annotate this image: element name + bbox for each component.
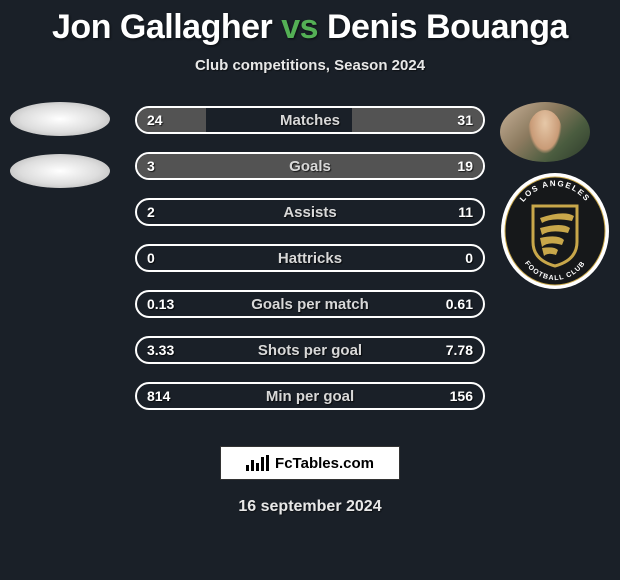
stat-label: Goals per match [137,292,483,316]
brand-prefix: Fc [275,455,293,472]
stat-value-left: 0.13 [137,292,184,316]
subtitle: Club competitions, Season 2024 [0,57,620,74]
vs-label: vs [281,8,318,46]
player2-club-badge: LOS ANGELES FOOTBALL CLUB [500,172,610,290]
stat-label: Min per goal [137,384,483,408]
stat-row: 2 11Assists [135,198,485,226]
stat-row: 319Goals [135,152,485,180]
brand-suffix: Tables.com [293,455,374,472]
date-label: 16 september 2024 [0,498,620,516]
stat-bars: 2431Matches319Goals211Assists00Hattricks… [135,106,485,428]
stat-value-left: 24 [137,108,173,132]
stat-row: 2431Matches [135,106,485,134]
player1-name: Jon Gallagher [52,8,272,46]
chart-icon [246,455,269,471]
stat-value-left: 0 [137,246,165,270]
stat-fill-right [179,154,483,178]
right-avatars: LOS ANGELES FOOTBALL CLUB [500,102,610,290]
stat-value-left: 3.33 [137,338,184,362]
stat-value-right: 0 [455,246,483,270]
stat-label: Assists [137,200,483,224]
brand-logo: FcTables.com [220,446,400,480]
stat-value-right: 156 [440,384,483,408]
stat-value-right: 7.78 [436,338,483,362]
player1-avatar-placeholder [10,102,110,136]
stat-value-right: 31 [447,108,483,132]
stat-value-right: 0.61 [436,292,483,316]
stat-value-left: 3 [137,154,165,178]
stat-row: 0 0Hattricks [135,244,485,272]
stat-label: Shots per goal [137,338,483,362]
stat-label: Hattricks [137,246,483,270]
stat-value-left: 814 [137,384,180,408]
stat-value-right: 19 [447,154,483,178]
comparison-content: LOS ANGELES FOOTBALL CLUB 2431Matches319… [0,106,620,428]
stat-value-left: 2 [137,200,165,224]
left-avatars [10,102,110,206]
stat-row: 3.33 7.78Shots per goal [135,336,485,364]
player2-avatar [500,102,590,162]
stat-row: 814 156Min per goal [135,382,485,410]
stat-value-right: 11 [448,200,483,224]
player2-name: Denis Bouanga [327,8,568,46]
stat-row: 0.13 0.61Goals per match [135,290,485,318]
page-title: Jon Gallagher vs Denis Bouanga [0,0,620,47]
player1-club-placeholder [10,154,110,188]
